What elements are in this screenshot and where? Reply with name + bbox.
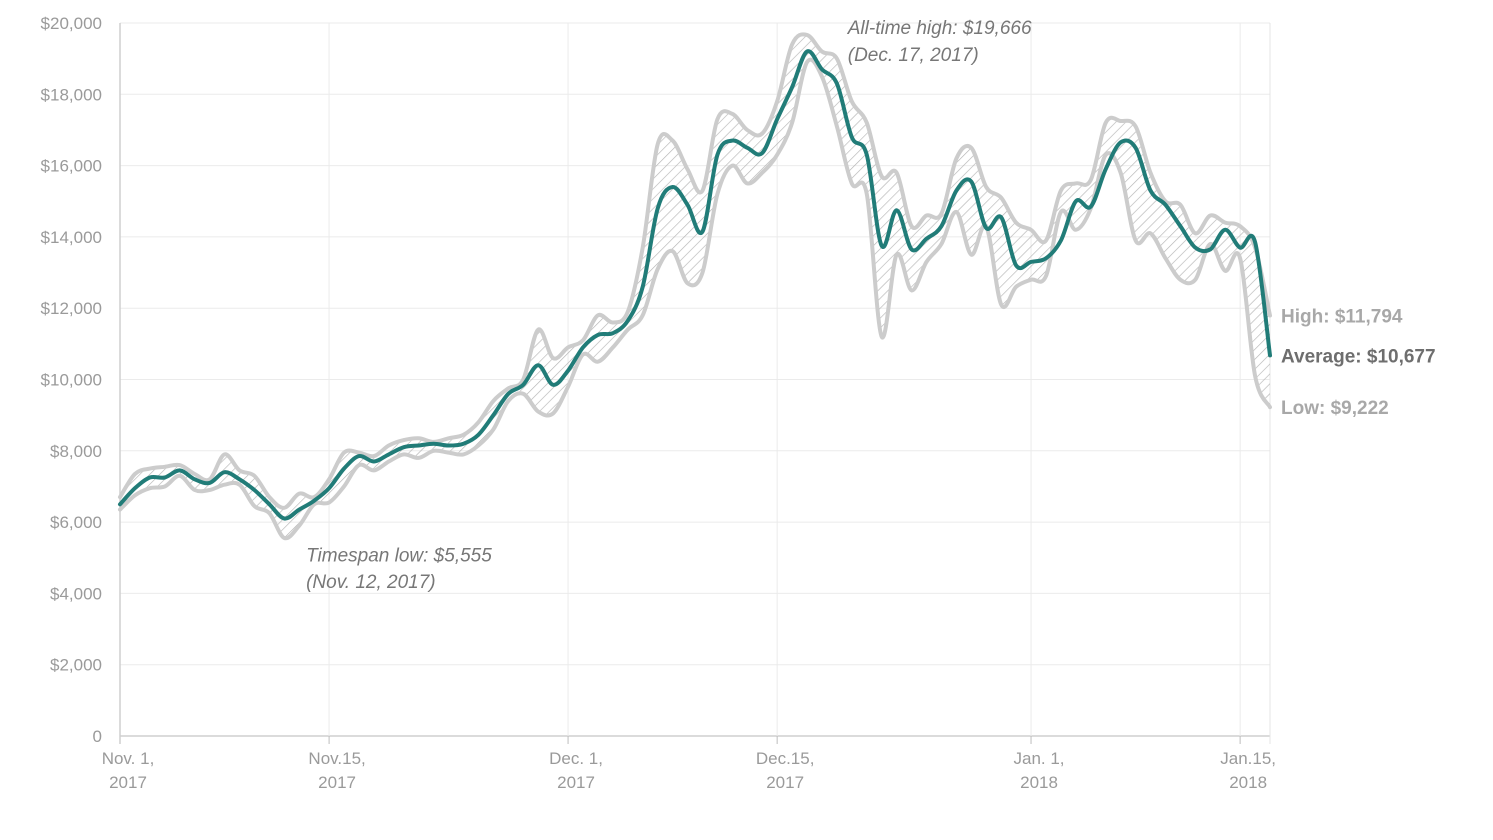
axes: 0 $2,000 $4,000 $6,000 $8,000 $10,000 $12,000 $… [41, 14, 1276, 792]
y-tick-label: $6,000 [50, 513, 102, 532]
y-tick-label: $16,000 [41, 157, 102, 176]
annotation-low-line1: Timespan low: $5,555 [306, 545, 492, 566]
x-tick-label: 2018 [1229, 773, 1267, 792]
average-line [118, 49, 1272, 521]
end-label-low: Low: $9,222 [1281, 398, 1389, 419]
x-tick-label: Dec.15, [756, 749, 815, 768]
annotations: All-time high: $19,666 (Dec. 17, 2017) Tim… [306, 18, 1032, 593]
y-tick-label: 0 [93, 727, 102, 746]
y-tick-label: $18,000 [41, 85, 102, 104]
y-tick-label: $12,000 [41, 299, 102, 318]
series-lines [118, 32, 1272, 541]
annotation-low-line2: (Nov. 12, 2017) [306, 572, 436, 593]
x-tick-label: 2017 [766, 773, 804, 792]
y-tick-label: $20,000 [41, 14, 102, 33]
end-label-average: Average: $10,677 [1281, 346, 1436, 367]
annotation-high-line1: All-time high: $19,666 [847, 18, 1032, 39]
x-tick-label: Nov. 1, [102, 749, 155, 768]
high-line [118, 32, 1272, 510]
end-labels: High: $11,794 Average: $10,677 Low: $9,222 [1281, 307, 1436, 420]
y-tick-label: $2,000 [50, 656, 102, 675]
y-tick-label: $10,000 [41, 371, 102, 390]
x-tick-label: 2017 [109, 773, 147, 792]
annotation-high-line2: (Dec. 17, 2017) [848, 45, 979, 66]
x-tick-label: Jan.15, [1220, 749, 1276, 768]
x-tick-label: 2017 [557, 773, 595, 792]
low-line [118, 57, 1272, 541]
x-tick-label: Dec. 1, [549, 749, 603, 768]
x-tick-label: Nov.15, [308, 749, 365, 768]
y-tick-label: $8,000 [50, 442, 102, 461]
grid [119, 22, 1270, 737]
y-tick-label: $4,000 [50, 584, 102, 603]
x-tick-label: 2017 [318, 773, 356, 792]
x-tick-label: 2018 [1020, 773, 1058, 792]
end-label-high: High: $11,794 [1281, 307, 1403, 328]
x-tick-label: Jan. 1, [1014, 749, 1065, 768]
y-tick-label: $14,000 [41, 228, 102, 247]
